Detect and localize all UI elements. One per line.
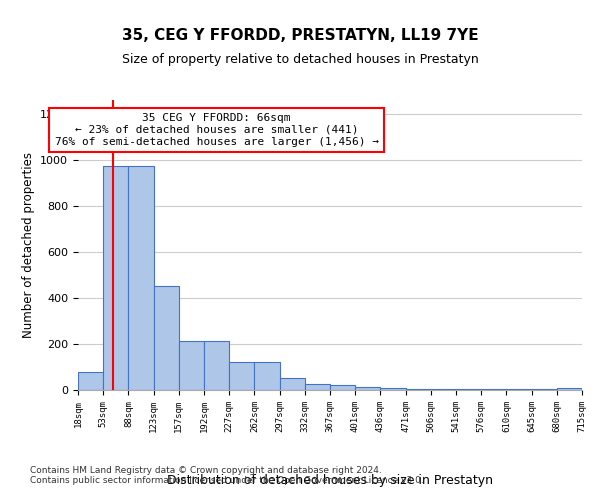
Bar [330, 386, 355, 390]
Bar [78, 372, 103, 390]
Text: Contains HM Land Registry data © Crown copyright and database right 2024.
Contai: Contains HM Land Registry data © Crown c… [30, 466, 424, 485]
Text: 35, CEG Y FFORDD, PRESTATYN, LL19 7YE: 35, CEG Y FFORDD, PRESTATYN, LL19 7YE [122, 28, 478, 42]
Bar [179, 340, 204, 390]
Bar [103, 166, 128, 390]
Bar [204, 340, 229, 390]
Bar [431, 389, 456, 390]
Bar [481, 389, 506, 390]
Bar [506, 389, 532, 390]
Bar [406, 389, 431, 390]
Bar [280, 378, 305, 390]
Bar [305, 384, 330, 390]
Bar [154, 286, 179, 390]
Bar [532, 389, 557, 390]
Bar [128, 166, 154, 390]
Bar [229, 362, 254, 390]
Bar [355, 386, 380, 390]
Text: 35 CEG Y FFORDD: 66sqm
← 23% of detached houses are smaller (441)
76% of semi-de: 35 CEG Y FFORDD: 66sqm ← 23% of detached… [55, 114, 379, 146]
Bar [456, 389, 481, 390]
Bar [380, 388, 406, 390]
Text: Size of property relative to detached houses in Prestatyn: Size of property relative to detached ho… [122, 54, 478, 66]
Bar [254, 362, 280, 390]
X-axis label: Distribution of detached houses by size in Prestatyn: Distribution of detached houses by size … [167, 474, 493, 486]
Bar [557, 388, 582, 390]
Y-axis label: Number of detached properties: Number of detached properties [22, 152, 35, 338]
